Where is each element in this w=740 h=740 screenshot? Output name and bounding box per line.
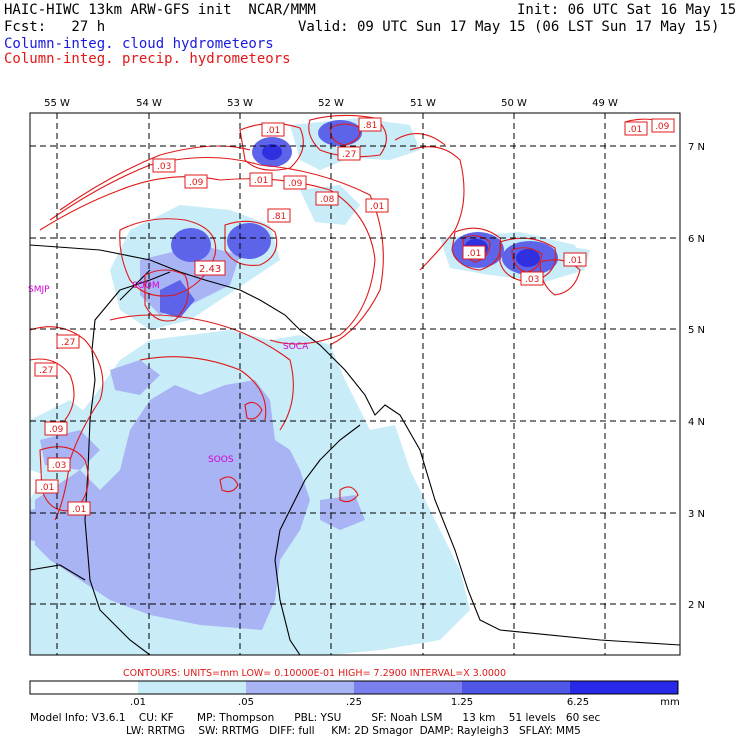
contour-label: .27 <box>342 150 356 160</box>
lat-label: 6 N <box>688 234 705 245</box>
colorbar-swatch <box>30 681 138 694</box>
lat-lon-grid <box>30 113 680 655</box>
contour-label: .01 <box>467 249 481 259</box>
lon-label: 50 W <box>501 98 527 109</box>
contour-label: .09 <box>49 425 64 435</box>
contour-label: .03 <box>52 461 66 471</box>
valid-time: Valid: 09 UTC Sun 17 May 15 (06 LST Sun … <box>298 19 720 35</box>
cloud-legend: Column-integ. cloud hydrometeors <box>4 36 274 52</box>
map-body <box>30 113 680 655</box>
station-label: SMJP <box>28 285 50 295</box>
precip-contours <box>30 114 673 521</box>
contour-label: .03 <box>157 162 171 172</box>
colorbar-tick: .25 <box>346 697 362 708</box>
lat-label: 4 N <box>688 417 705 428</box>
colorbar-tick: 1.25 <box>451 697 473 708</box>
lat-label: 2 N <box>688 600 705 611</box>
colorbar-swatch <box>138 681 246 694</box>
contours-info: CONTOURS: UNITS=mm LOW= 0.10000E-01 HIGH… <box>123 668 506 679</box>
contour-label: .01 <box>40 483 54 493</box>
lon-label: 53 W <box>227 98 253 109</box>
coastlines <box>30 244 680 655</box>
lon-label: 49 W <box>592 98 618 109</box>
station-labels: SMJP SOOM SOCA SOOS <box>28 281 309 465</box>
map-frame <box>29 112 681 656</box>
contour-label: .01 <box>370 202 384 212</box>
lon-label: 51 W <box>410 98 436 109</box>
contour-label: 2.43 <box>199 264 221 275</box>
contour-label: .09 <box>189 178 204 188</box>
contour-label: .09 <box>288 179 303 189</box>
colorbar-swatch <box>246 681 354 694</box>
contour-label: .27 <box>61 338 75 348</box>
colorbar-tick: .05 <box>238 697 254 708</box>
contour-label: .81 <box>363 121 377 131</box>
contour-label: .03 <box>525 275 539 285</box>
contour-label: .08 <box>320 195 335 205</box>
station-label: SOOS <box>208 455 234 465</box>
lon-labels: 55 W 54 W 53 W 52 W 51 W 50 W 49 W <box>44 98 618 109</box>
station-label: SOOM <box>132 281 160 291</box>
lat-label: 5 N <box>688 325 705 336</box>
colorbar-swatch <box>570 681 678 694</box>
contour-label: .09 <box>655 122 670 132</box>
contour-labels: .01 .81 .27 .03 .09 .01 .09 .08 .01 .81 … <box>34 117 675 516</box>
lat-labels: 7 N 6 N 5 N 4 N 3 N 2 N <box>688 142 705 611</box>
colorbar-swatch <box>354 681 462 694</box>
model-info-line2: LW: RRTMG SW: RRTMG DIFF: full KM: 2D Sm… <box>126 725 581 737</box>
contour-label: .01 <box>254 176 268 186</box>
colorbar-swatch <box>462 681 570 694</box>
lon-label: 55 W <box>44 98 70 109</box>
lat-label: 7 N <box>688 142 705 153</box>
contour-label: .81 <box>272 212 286 222</box>
forecast-hour: Fcst: 27 h <box>4 19 106 35</box>
lon-label: 52 W <box>318 98 344 109</box>
contour-label: .01 <box>266 126 280 136</box>
title-line: HAIC-HIWC 13km ARW-GFS init NCAR/MMM <box>4 2 316 18</box>
colorbar-frame <box>29 680 679 695</box>
colorbar-tick: .01 <box>130 697 146 708</box>
contour-label: .01 <box>568 256 582 266</box>
contour-label: .01 <box>72 505 86 515</box>
colorbar-tick: 6.25 <box>567 697 589 708</box>
precip-legend: Column-integ. precip. hydrometeors <box>4 51 291 67</box>
contour-label: .01 <box>628 125 642 135</box>
contour-label: .27 <box>39 366 53 376</box>
station-label: SOCA <box>283 342 309 352</box>
model-info-line1: Model Info: V3.6.1 CU: KF MP: Thompson P… <box>30 712 601 724</box>
lat-label: 3 N <box>688 509 705 520</box>
init-time: Init: 06 UTC Sat 16 May 15 <box>517 2 737 18</box>
colorbar-unit: mm <box>660 697 679 708</box>
colorbar: .01 .05 .25 1.25 6.25 mm <box>29 680 680 708</box>
lon-label: 54 W <box>136 98 162 109</box>
